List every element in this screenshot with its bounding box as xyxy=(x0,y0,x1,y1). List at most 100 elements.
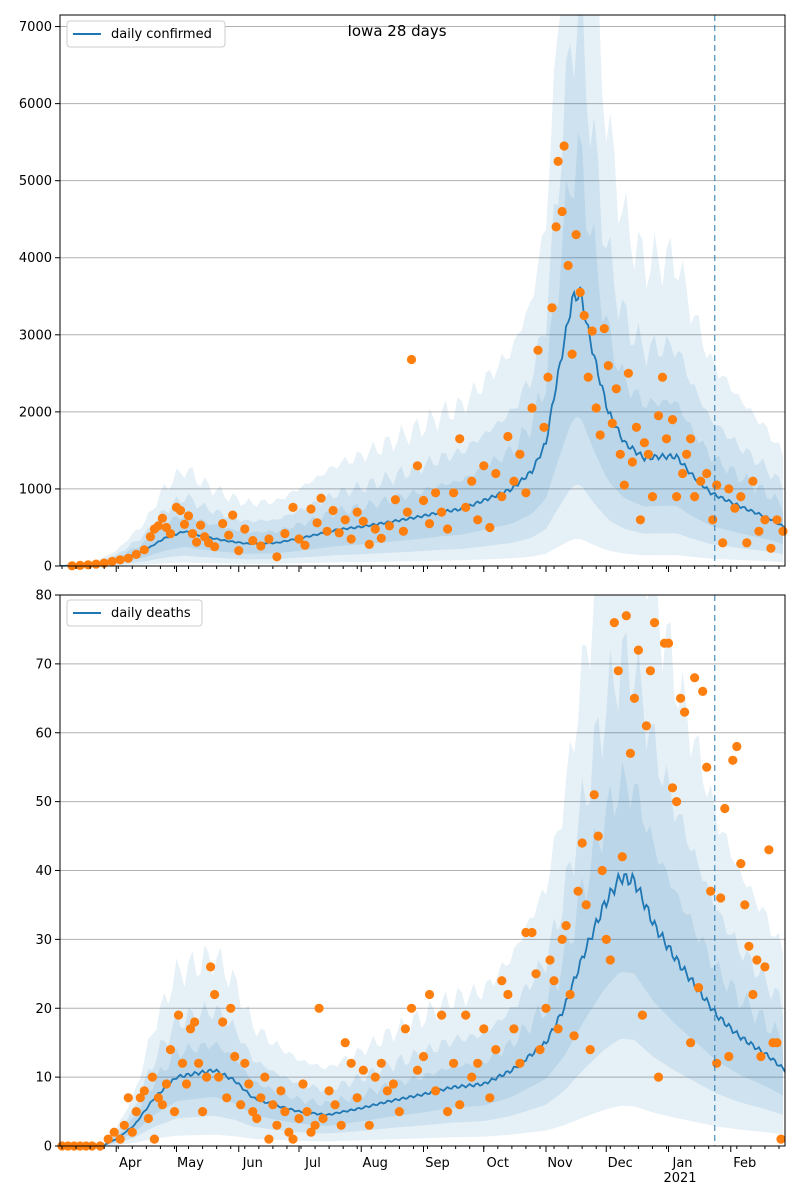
data-point xyxy=(497,976,507,986)
data-point xyxy=(131,549,141,560)
data-point xyxy=(127,1127,137,1137)
data-point xyxy=(728,755,738,765)
data-point xyxy=(107,556,117,567)
y-tick-label: 5000 xyxy=(19,174,52,189)
year-label: 2021 xyxy=(663,1171,696,1186)
data-point xyxy=(370,524,380,534)
data-point xyxy=(131,1107,141,1117)
data-point xyxy=(742,538,752,548)
data-point xyxy=(545,955,555,965)
data-point xyxy=(165,1045,176,1055)
data-point xyxy=(599,324,609,334)
data-point xyxy=(310,1120,320,1130)
data-point xyxy=(153,1093,163,1103)
data-point xyxy=(240,524,250,534)
data-point xyxy=(376,533,386,543)
data-point xyxy=(143,1113,153,1124)
data-point xyxy=(661,434,672,444)
data-point xyxy=(565,989,575,1000)
data-point xyxy=(226,1003,236,1013)
data-point xyxy=(702,762,712,772)
data-point xyxy=(123,1093,133,1103)
data-point xyxy=(615,449,625,459)
confirmed-data-points xyxy=(67,141,788,571)
data-point xyxy=(778,526,788,536)
data-point xyxy=(260,1072,270,1082)
data-point xyxy=(694,983,704,993)
data-point xyxy=(183,511,194,521)
data-point xyxy=(740,900,750,910)
data-point xyxy=(352,507,362,517)
data-point xyxy=(252,1113,262,1124)
data-point xyxy=(280,1107,290,1117)
data-point xyxy=(605,955,615,965)
uncertainty-band xyxy=(60,631,783,1146)
data-point xyxy=(346,1058,356,1068)
data-point xyxy=(732,741,742,752)
x-tick-label: Jan xyxy=(671,1156,692,1171)
data-point xyxy=(467,1072,477,1082)
x-tick-label: May xyxy=(177,1156,204,1171)
data-point xyxy=(443,1107,453,1117)
data-point xyxy=(280,529,290,539)
data-point xyxy=(712,480,722,490)
data-point xyxy=(358,1065,368,1075)
deaths-axes: 0 10 20 30 40 50 60 70 80 Apr May Jun Jul Aug Sep Oct No… xyxy=(35,589,786,1171)
data-point xyxy=(541,1003,551,1013)
data-point xyxy=(119,1120,129,1130)
data-point xyxy=(716,893,726,903)
data-point xyxy=(575,287,585,297)
data-point xyxy=(559,141,569,151)
data-point xyxy=(322,526,332,536)
data-point xyxy=(531,969,541,979)
data-point xyxy=(306,1127,316,1137)
data-point xyxy=(224,530,234,540)
data-point xyxy=(744,941,754,951)
data-point xyxy=(623,368,634,378)
data-point xyxy=(748,989,758,1000)
y-tick-label: 20 xyxy=(35,1002,52,1017)
data-point xyxy=(611,384,621,394)
data-point xyxy=(294,1113,304,1124)
data-point xyxy=(449,1058,459,1068)
data-point xyxy=(198,1107,208,1117)
data-point xyxy=(161,1079,171,1089)
data-point xyxy=(147,1072,157,1082)
data-point xyxy=(424,519,435,529)
data-point xyxy=(702,468,712,479)
data-point xyxy=(194,1058,204,1068)
data-point xyxy=(647,492,658,502)
data-point xyxy=(210,542,220,552)
data-point xyxy=(302,1107,312,1117)
data-point xyxy=(601,934,611,945)
data-point xyxy=(115,555,125,565)
data-point xyxy=(551,222,561,232)
y-tick-label: 30 xyxy=(35,933,52,948)
trend-line xyxy=(60,286,785,566)
data-point xyxy=(643,449,654,459)
deaths-panel: 0 10 20 30 40 50 60 70 80 Apr May Jun Jul Aug Sep Oct No… xyxy=(35,589,786,1186)
data-point xyxy=(272,552,282,562)
data-point xyxy=(567,349,577,359)
data-point xyxy=(698,686,708,697)
data-point xyxy=(766,543,776,553)
data-point xyxy=(553,1024,563,1034)
data-point xyxy=(228,510,238,520)
data-point xyxy=(352,1093,362,1103)
y-tick-label: 7000 xyxy=(19,20,52,35)
y-tick-label: 2000 xyxy=(19,405,52,420)
data-point xyxy=(764,845,774,855)
data-point xyxy=(334,528,344,538)
data-point xyxy=(340,1038,350,1048)
data-point xyxy=(214,1072,224,1082)
data-point xyxy=(115,1134,125,1144)
data-point xyxy=(473,1058,483,1068)
data-point xyxy=(503,431,513,442)
data-point xyxy=(145,532,155,542)
data-point xyxy=(754,526,764,536)
data-point xyxy=(210,989,220,1000)
data-point xyxy=(485,1093,495,1103)
data-point xyxy=(418,495,429,506)
data-point xyxy=(760,515,770,525)
